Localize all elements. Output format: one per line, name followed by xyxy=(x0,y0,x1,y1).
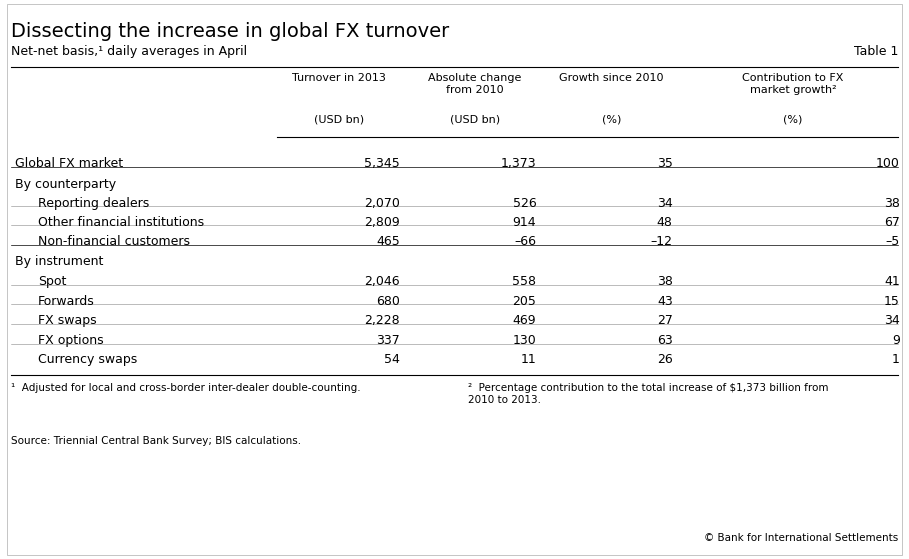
Text: 100: 100 xyxy=(876,157,900,169)
Text: (%): (%) xyxy=(602,115,621,125)
Text: 15: 15 xyxy=(884,295,900,307)
Text: Table 1: Table 1 xyxy=(854,45,898,58)
Text: 680: 680 xyxy=(376,295,400,307)
Text: 27: 27 xyxy=(657,314,673,327)
Text: 469: 469 xyxy=(513,314,536,327)
Text: 526: 526 xyxy=(513,197,536,210)
Text: Absolute change
from 2010: Absolute change from 2010 xyxy=(428,73,522,95)
Text: –66: –66 xyxy=(514,235,536,248)
Text: Net-net basis,¹ daily averages in April: Net-net basis,¹ daily averages in April xyxy=(11,45,247,58)
Text: © Bank for International Settlements: © Bank for International Settlements xyxy=(704,533,898,543)
Text: 2,809: 2,809 xyxy=(365,216,400,229)
Text: ²  Percentage contribution to the total increase of $1,373 billion from
2010 to : ² Percentage contribution to the total i… xyxy=(468,383,829,405)
Text: 558: 558 xyxy=(513,275,536,288)
Text: 63: 63 xyxy=(657,334,673,347)
Text: 38: 38 xyxy=(657,275,673,288)
Text: (USD bn): (USD bn) xyxy=(450,115,500,125)
Text: 337: 337 xyxy=(376,334,400,347)
Text: Reporting dealers: Reporting dealers xyxy=(38,197,149,210)
Text: Source: Triennial Central Bank Survey; BIS calculations.: Source: Triennial Central Bank Survey; B… xyxy=(11,436,301,446)
Text: By instrument: By instrument xyxy=(15,255,104,268)
Text: By counterparty: By counterparty xyxy=(15,178,116,191)
Text: –5: –5 xyxy=(885,235,900,248)
Text: 11: 11 xyxy=(521,353,536,366)
Text: 465: 465 xyxy=(376,235,400,248)
Text: FX swaps: FX swaps xyxy=(38,314,96,327)
Text: ¹  Adjusted for local and cross-border inter-dealer double-counting.: ¹ Adjusted for local and cross-border in… xyxy=(11,383,361,393)
Text: (%): (%) xyxy=(784,115,803,125)
Text: 35: 35 xyxy=(657,157,673,169)
Text: –12: –12 xyxy=(651,235,673,248)
Text: 2,228: 2,228 xyxy=(365,314,400,327)
Text: Other financial institutions: Other financial institutions xyxy=(38,216,205,229)
Text: 34: 34 xyxy=(657,197,673,210)
Text: 1,373: 1,373 xyxy=(501,157,536,169)
Text: Non-financial customers: Non-financial customers xyxy=(38,235,190,248)
Text: 9: 9 xyxy=(892,334,900,347)
Text: Spot: Spot xyxy=(38,275,66,288)
Text: 41: 41 xyxy=(884,275,900,288)
Text: 38: 38 xyxy=(884,197,900,210)
Text: Forwards: Forwards xyxy=(38,295,95,307)
Text: 43: 43 xyxy=(657,295,673,307)
Text: Global FX market: Global FX market xyxy=(15,157,124,169)
Text: Turnover in 2013: Turnover in 2013 xyxy=(292,73,385,83)
Text: 54: 54 xyxy=(385,353,400,366)
Text: 130: 130 xyxy=(513,334,536,347)
Text: 1: 1 xyxy=(892,353,900,366)
Text: 5,345: 5,345 xyxy=(365,157,400,169)
Text: 67: 67 xyxy=(884,216,900,229)
Text: 34: 34 xyxy=(884,314,900,327)
Text: 2,046: 2,046 xyxy=(365,275,400,288)
Text: FX options: FX options xyxy=(38,334,104,347)
Text: 26: 26 xyxy=(657,353,673,366)
Text: (USD bn): (USD bn) xyxy=(314,115,364,125)
Text: 2,070: 2,070 xyxy=(365,197,400,210)
Text: Currency swaps: Currency swaps xyxy=(38,353,137,366)
Text: 48: 48 xyxy=(657,216,673,229)
Text: 205: 205 xyxy=(513,295,536,307)
Text: Contribution to FX
market growth²: Contribution to FX market growth² xyxy=(743,73,844,95)
Text: Growth since 2010: Growth since 2010 xyxy=(559,73,664,83)
Text: Dissecting the increase in global FX turnover: Dissecting the increase in global FX tur… xyxy=(11,22,449,41)
Text: 914: 914 xyxy=(513,216,536,229)
